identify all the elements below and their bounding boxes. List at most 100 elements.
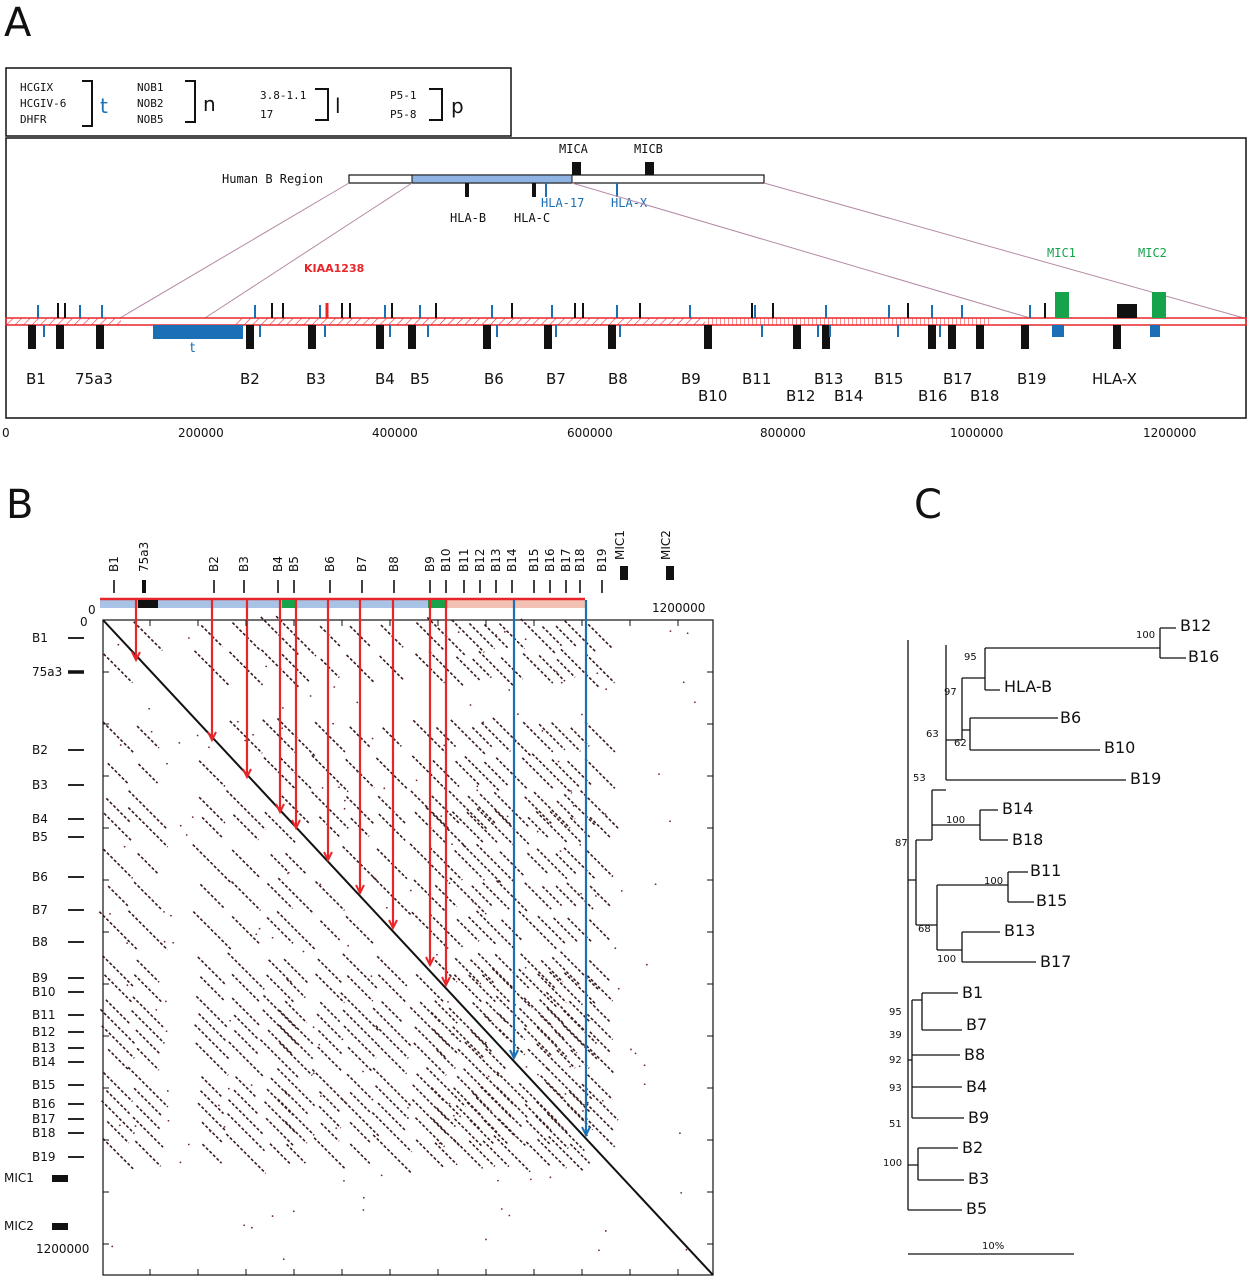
dot-segment <box>102 721 134 753</box>
block-marker <box>408 325 416 349</box>
dot-point <box>309 695 312 697</box>
dot-point <box>617 987 620 990</box>
block-marker <box>28 325 36 349</box>
left-axis-label: B12 <box>32 1025 56 1039</box>
dot-segment <box>102 848 134 879</box>
dot-segment <box>477 952 515 990</box>
bootstrap-value: 100 <box>937 954 956 965</box>
dot-segment <box>498 623 526 650</box>
dot-segment <box>476 910 516 951</box>
dot-segment <box>413 1042 447 1076</box>
dot-segment <box>102 1072 134 1103</box>
dot-point <box>581 713 583 716</box>
dot-segment <box>434 1000 458 1024</box>
dot-segment <box>284 1120 308 1144</box>
dot-segment <box>259 1039 301 1080</box>
dot-point <box>415 779 418 782</box>
dot-point <box>170 914 172 917</box>
dhfr-t-label: t <box>190 341 195 356</box>
human-b-region: Human B Region MICA MICB HLA-B HLA-C HLA… <box>119 142 1245 319</box>
dot-segment <box>340 1097 380 1137</box>
bootstrap-value: 100 <box>946 815 965 826</box>
dot-segment <box>415 621 445 651</box>
block-label: B18 <box>970 387 999 405</box>
block-label: B2 <box>240 370 260 388</box>
dot-segment <box>415 1139 445 1169</box>
dot-segment <box>419 1001 441 1023</box>
dot-segment <box>452 1026 484 1058</box>
block-label: B3 <box>306 370 326 388</box>
dot-segment <box>231 849 261 879</box>
dot-point <box>482 721 485 724</box>
left-axis-label: B16 <box>32 1097 56 1111</box>
dot-segment <box>435 726 457 748</box>
dot-segment <box>269 1143 291 1165</box>
tree-leaf: B13 <box>1004 921 1035 940</box>
dot-segment <box>262 719 298 755</box>
dot-segment <box>349 1143 371 1164</box>
dot-point <box>179 824 182 827</box>
dot-point <box>559 850 562 852</box>
legend-t-item-3: DHFR <box>20 113 47 126</box>
dot-segment <box>262 994 298 1030</box>
hla-17-label: HLA-17 <box>541 196 584 210</box>
dot-point <box>338 786 340 789</box>
dot-segment <box>551 956 581 986</box>
dot-point <box>250 1084 253 1087</box>
dot-point <box>457 631 460 634</box>
dot-segment <box>551 758 581 789</box>
dot-point <box>335 1127 338 1130</box>
dot-segment <box>231 915 261 945</box>
top-axis-label: B7 <box>355 556 369 572</box>
block-marker <box>976 325 984 349</box>
left-axis-label: B17 <box>32 1112 56 1126</box>
dot-segment <box>483 761 509 786</box>
tree-leaf: B14 <box>1002 799 1033 818</box>
dot-segment <box>562 1009 598 1045</box>
dot-segment <box>478 1069 514 1105</box>
dot-point <box>196 734 199 737</box>
dotplot-frame <box>102 619 714 1276</box>
dot-point <box>508 689 511 691</box>
dot-segment <box>194 1024 230 1060</box>
dot-segment <box>264 811 296 843</box>
dot-segment <box>232 814 260 841</box>
bootstrap-value: 62 <box>954 738 967 749</box>
dot-point <box>529 1178 532 1181</box>
dot-segment <box>313 1137 347 1171</box>
dot-segment <box>233 1089 259 1115</box>
dot-segment <box>377 795 407 825</box>
dot-point <box>255 933 258 936</box>
block-marker <box>822 325 830 349</box>
legend-l-item-1: 3.8-1.1 <box>260 89 306 102</box>
dot-segment <box>225 1133 267 1174</box>
block-marker <box>376 325 384 349</box>
dot-segment <box>560 648 600 688</box>
left-axis-label: B3 <box>32 778 48 792</box>
axis-tick-label: 0 <box>2 426 10 440</box>
dot-point <box>693 701 696 704</box>
dot-segment <box>415 973 445 1003</box>
dot-point <box>111 1245 114 1248</box>
dotplot-left-start-label: 0 <box>80 615 88 629</box>
dot-segment <box>589 816 611 838</box>
dot-segment <box>137 852 159 875</box>
dot-point <box>472 900 474 903</box>
dot-segment <box>198 796 226 824</box>
dot-segment <box>518 910 558 951</box>
dot-segment <box>556 658 576 678</box>
dot-point <box>596 672 599 675</box>
dot-segment <box>414 1026 446 1058</box>
axis-tick-label: 200000 <box>178 426 224 440</box>
dot-point <box>163 940 166 943</box>
dot-point <box>450 1033 453 1036</box>
dot-point <box>536 830 539 833</box>
dot-point <box>508 1214 511 1217</box>
hla-b-gene <box>465 183 469 197</box>
top-axis-label: B17 <box>559 548 573 572</box>
dotplot-end-label: 1200000 <box>652 601 705 615</box>
legend-l-symbol: l <box>335 94 341 118</box>
top-axis-marker <box>666 566 674 580</box>
dot-segment <box>270 853 290 874</box>
dot-point <box>229 1019 232 1022</box>
